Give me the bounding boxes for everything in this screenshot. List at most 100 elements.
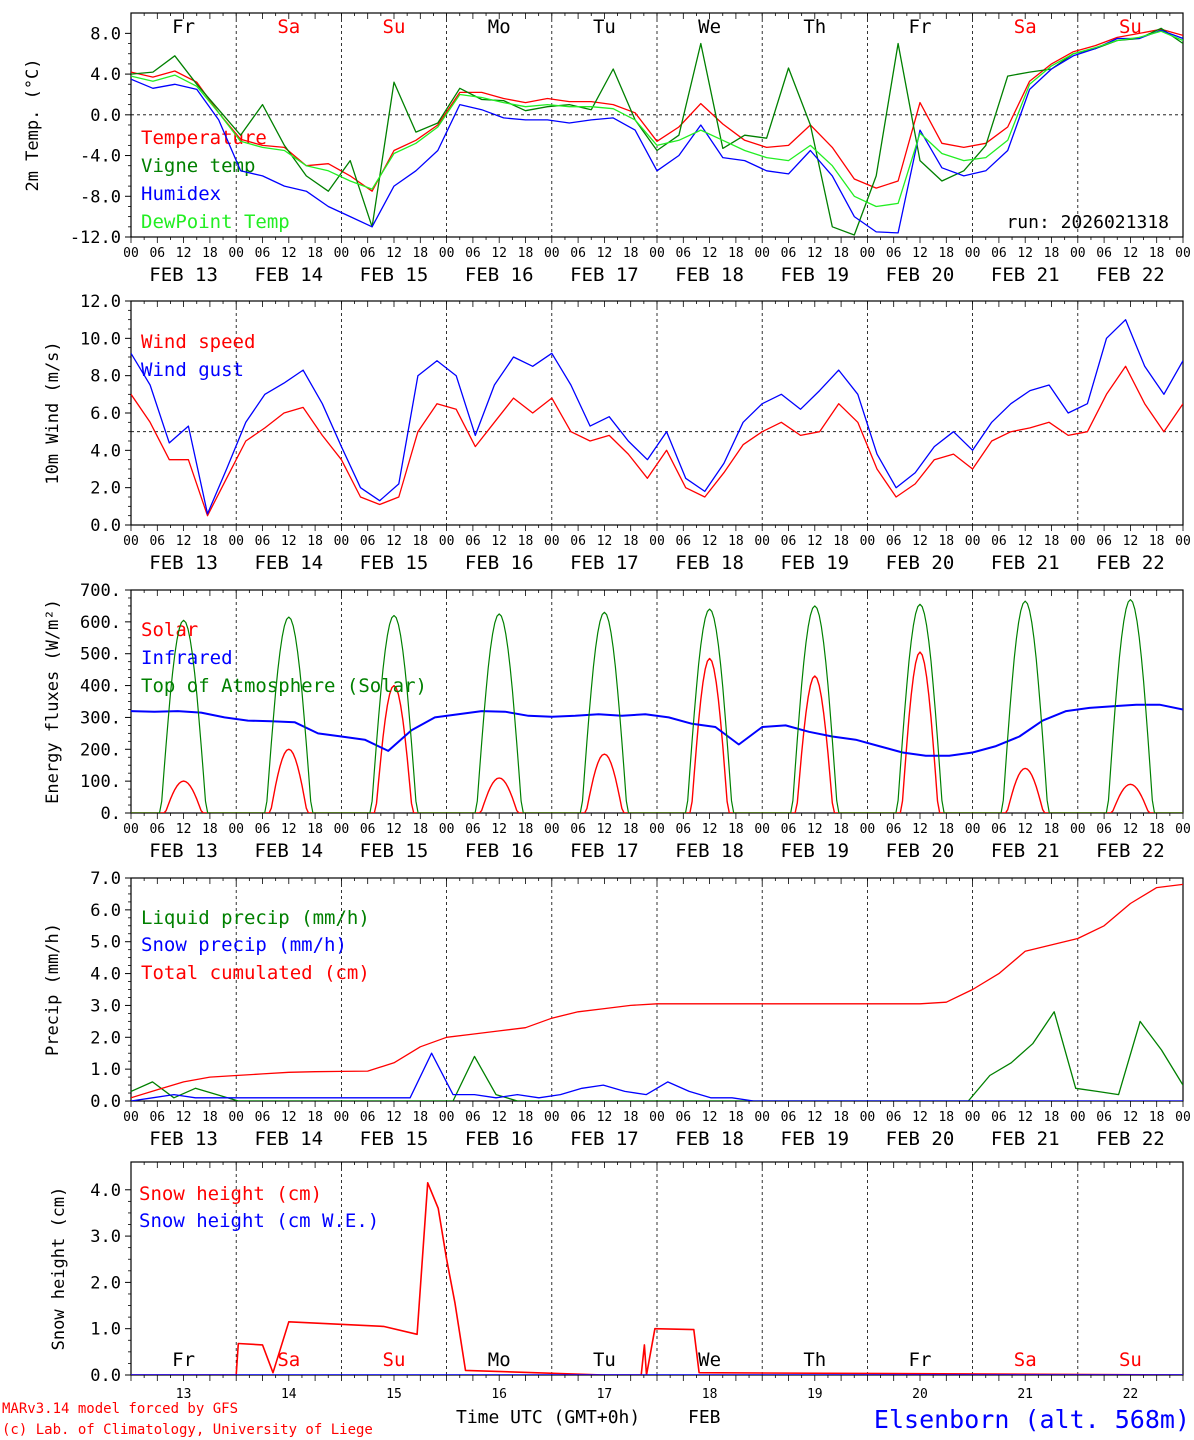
day-label: FEB 20 [886, 840, 955, 862]
y-tick-label: 0.0 [90, 1092, 121, 1112]
hour-tick-label: 00 [649, 246, 665, 261]
hour-tick-label: 12 [386, 534, 402, 549]
day-label: FEB 22 [1096, 552, 1165, 574]
hour-tick-label: 00 [649, 822, 665, 837]
day-label: FEB 22 [1096, 1128, 1165, 1150]
day-label: FEB 17 [570, 552, 639, 574]
day-label: FEB 20 [886, 1128, 955, 1150]
day-label: FEB 19 [780, 264, 849, 286]
hour-tick-label: 12 [807, 1110, 823, 1125]
hour-tick-label: 18 [1044, 822, 1060, 837]
hour-tick-label: 06 [360, 822, 376, 837]
y-tick-label: 4.0 [90, 65, 121, 85]
weekday-label: Sa [277, 16, 300, 38]
hour-tick-label: 06 [360, 1110, 376, 1125]
hour-tick-label: 00 [965, 1110, 981, 1125]
hour-tick-label: 06 [1096, 822, 1112, 837]
y-tick-label: 1.0 [90, 1320, 121, 1340]
hour-tick-label: 18 [938, 246, 954, 261]
day-label: FEB 14 [254, 840, 323, 862]
hour-tick-label: 18 [518, 534, 534, 549]
hour-tick-label: 06 [570, 246, 586, 261]
plot-frame [130, 12, 1184, 238]
y-tick-label: 300. [80, 708, 121, 728]
weekday-label: We [698, 1349, 721, 1371]
hour-tick-label: 06 [149, 246, 165, 261]
weekday-label: Su [383, 16, 406, 38]
hour-tick-label: 18 [518, 246, 534, 261]
day-number-label: 22 [1123, 1387, 1139, 1402]
hour-tick-label: 00 [965, 822, 981, 837]
series-line-solar [131, 651, 1183, 813]
hour-tick-label: 18 [202, 1110, 218, 1125]
legend-entry: Wind gust [141, 359, 244, 381]
hour-tick-label: 00 [1175, 534, 1191, 549]
hour-tick-label: 18 [1044, 1110, 1060, 1125]
hour-tick-label: 06 [991, 246, 1007, 261]
hour-tick-label: 12 [702, 246, 718, 261]
hour-tick-label: 06 [570, 1110, 586, 1125]
hour-tick-label: 18 [728, 246, 744, 261]
hour-tick-label: 06 [886, 822, 902, 837]
hour-tick-label: 06 [149, 1110, 165, 1125]
hour-tick-label: 18 [307, 534, 323, 549]
day-label: FEB 18 [675, 840, 744, 862]
chart-panel-2: 0.0 2.0 4.0 6.0 8.0 10.0 12.0 10m Wind (m/s) 00 0… [43, 292, 1191, 574]
hour-tick-label: 00 [123, 1110, 139, 1125]
day-label: FEB 13 [149, 264, 218, 286]
day-label: FEB 21 [991, 552, 1060, 574]
weekday-label: Sa [1014, 16, 1037, 38]
hour-tick-label: 12 [176, 1110, 192, 1125]
hour-tick-label: 18 [623, 246, 639, 261]
hour-tick-label: 06 [991, 534, 1007, 549]
hour-tick-label: 00 [860, 534, 876, 549]
hour-tick-label: 00 [439, 822, 455, 837]
hour-tick-label: 18 [938, 1110, 954, 1125]
day-number-label: 13 [176, 1387, 192, 1402]
series-line-humidex [131, 29, 1183, 234]
y-tick-label: 600. [80, 613, 121, 633]
y-tick-label: 500. [80, 645, 121, 665]
plot-frame [130, 300, 1184, 526]
hour-tick-label: 12 [491, 534, 507, 549]
hour-tick-label: 06 [465, 822, 481, 837]
hour-tick-label: 00 [228, 1110, 244, 1125]
hour-tick-label: 00 [544, 1110, 560, 1125]
y-axis-label: Energy fluxes (W/m²) [43, 599, 63, 804]
legend-entry: DewPoint Temp [141, 211, 290, 233]
hour-tick-label: 12 [491, 246, 507, 261]
hour-tick-label: 12 [386, 822, 402, 837]
hour-tick-label: 18 [938, 822, 954, 837]
hour-tick-label: 12 [807, 246, 823, 261]
hour-tick-label: 18 [307, 822, 323, 837]
day-label: FEB 14 [254, 1128, 323, 1150]
hour-tick-label: 06 [255, 534, 271, 549]
hour-tick-label: 12 [1123, 822, 1139, 837]
hour-tick-label: 00 [649, 534, 665, 549]
hour-tick-label: 00 [1175, 1110, 1191, 1125]
day-number-label: 16 [491, 1387, 507, 1402]
hour-tick-label: 12 [386, 246, 402, 261]
day-label: FEB 18 [675, 1128, 744, 1150]
hour-tick-label: 00 [965, 534, 981, 549]
hour-tick-label: 06 [781, 822, 797, 837]
day-label: FEB 17 [570, 840, 639, 862]
weekday-label: Fr [909, 16, 932, 38]
y-tick-label: 4.0 [90, 1181, 121, 1201]
hour-tick-label: 18 [623, 822, 639, 837]
hour-tick-label: 00 [334, 246, 350, 261]
series-line-top-of-atmosphere-solar [131, 599, 1183, 813]
y-axis-label: Precip (mm/h) [43, 923, 63, 1056]
hour-tick-label: 06 [675, 534, 691, 549]
hour-tick-label: 18 [623, 1110, 639, 1125]
hour-tick-label: 18 [728, 1110, 744, 1125]
hour-tick-label: 18 [1149, 822, 1165, 837]
copyright-credit: (c) Lab. of Climatology, University of L… [2, 1422, 373, 1438]
hour-tick-label: 00 [439, 534, 455, 549]
hour-tick-label: 00 [439, 246, 455, 261]
hour-tick-label: 00 [1070, 246, 1086, 261]
y-axis-label: 10m Wind (m/s) [43, 341, 63, 484]
hour-tick-label: 12 [912, 1110, 928, 1125]
hour-tick-label: 06 [360, 246, 376, 261]
